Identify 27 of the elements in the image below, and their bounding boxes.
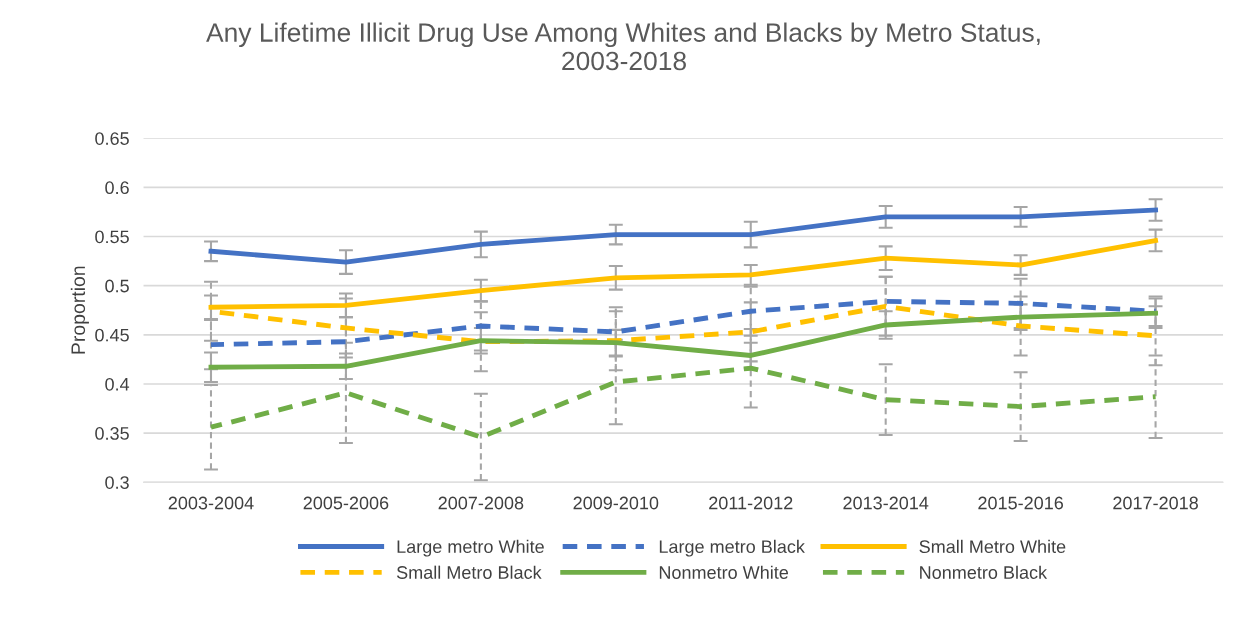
legend-label: Nonmetro Black: [920, 565, 1048, 579]
x-tick-label: 2013-2014: [843, 496, 929, 510]
legend-label: Large metro White: [397, 539, 544, 557]
line-series: [208, 365, 1158, 440]
legend-label: Nonmetro White: [659, 565, 789, 579]
y-tick-label: 0.35: [95, 427, 129, 440]
x-tick-label: 2011-2012: [709, 496, 793, 510]
y-axis-title: Proportion: [70, 266, 89, 354]
y-tick-label: 0.5: [105, 279, 129, 293]
chart-title: Any Lifetime Illicit Drug Use Among Whites and Blacks by Metro Status, 2003-2018: [206, 22, 1040, 71]
x-tick-label: 2015-2016: [978, 496, 1064, 510]
y-tick-label: 0.55: [95, 230, 129, 244]
x-tick-label: 2017-2018: [1113, 496, 1198, 510]
x-tick-label: 2005-2006: [303, 496, 389, 510]
line-series: [208, 207, 1158, 265]
y-tick-label: 0.6: [105, 181, 129, 195]
legend-label: Small Metro White: [919, 539, 1066, 554]
x-tick-label: 2009-2010: [573, 496, 659, 510]
legend-label: Large metro Black: [659, 539, 805, 557]
y-tick-label: 0.45: [95, 328, 129, 342]
line-series: [208, 310, 1158, 370]
y-tick-label: 0.4: [105, 377, 130, 391]
x-tick-label: 2007-2008: [438, 496, 524, 510]
x-tick-label: 2003-2004: [168, 496, 254, 510]
y-tick-label: 0.3: [105, 476, 129, 489]
legend-label: Small Metro Black: [396, 565, 542, 579]
y-tick-label: 0.65: [95, 132, 129, 145]
